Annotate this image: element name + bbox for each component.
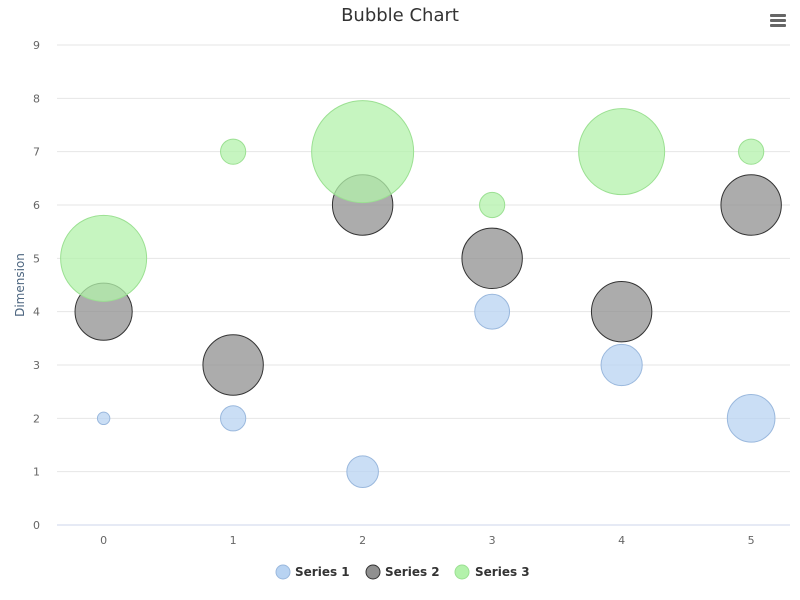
x-tick-label: 4	[618, 534, 625, 547]
bubble-point	[474, 293, 511, 330]
y-tick-label: 6	[33, 199, 40, 212]
legend-label: Series 2	[385, 565, 440, 579]
series-1	[96, 293, 776, 488]
legend-marker	[365, 564, 381, 580]
bubble-point	[590, 280, 653, 343]
bubble-point	[311, 100, 415, 204]
series-2	[74, 174, 782, 396]
bubble-point	[600, 343, 643, 387]
x-tick-label: 5	[748, 534, 755, 547]
bubble-point	[220, 405, 247, 432]
y-tick-label: 3	[33, 359, 40, 372]
chart-menu-button[interactable]	[766, 10, 790, 30]
x-tick-label: 2	[359, 534, 366, 547]
bubbles	[60, 100, 782, 488]
y-tick-label: 7	[33, 146, 40, 159]
bubble-point	[726, 394, 776, 443]
legend-item-series-1[interactable]: Series 1	[275, 564, 350, 580]
y-tick-label: 5	[33, 252, 40, 265]
y-tick-label: 0	[33, 519, 40, 532]
series-3	[60, 100, 765, 302]
y-tick-label: 2	[33, 412, 40, 425]
legend-item-series-2[interactable]: Series 2	[365, 564, 440, 580]
bubble-point	[220, 138, 247, 165]
chart-title: Bubble Chart	[341, 5, 459, 26]
axes: 0 1 2 3 4 5 6 7 8 9 0 1 2 3 4 5 Dimension	[13, 39, 790, 547]
y-axis-title: Dimension	[13, 253, 27, 317]
bubble-point	[720, 174, 782, 236]
y-tick-label: 1	[33, 466, 40, 479]
gridlines	[57, 44, 790, 526]
y-tick-label: 9	[33, 39, 40, 52]
x-tick-label: 3	[489, 534, 496, 547]
legend: Series 1 Series 2 Series 3	[275, 564, 530, 580]
bubble-point	[60, 214, 148, 302]
y-tick-label: 4	[33, 306, 40, 319]
bubble-point	[461, 227, 523, 290]
bubble-point	[202, 334, 264, 396]
bubble-point	[96, 411, 111, 426]
x-tick-label: 0	[100, 534, 107, 547]
legend-marker	[275, 564, 291, 580]
legend-label: Series 3	[475, 565, 530, 579]
x-tick-label: 1	[230, 534, 237, 547]
bubble-point	[738, 138, 765, 165]
bubble-point	[479, 191, 506, 219]
bubble-point	[346, 455, 379, 488]
legend-label: Series 1	[295, 565, 350, 579]
y-tick-label: 8	[33, 92, 40, 105]
legend-marker	[454, 564, 470, 580]
legend-item-series-3[interactable]: Series 3	[454, 564, 530, 580]
bubble-point	[578, 108, 666, 196]
